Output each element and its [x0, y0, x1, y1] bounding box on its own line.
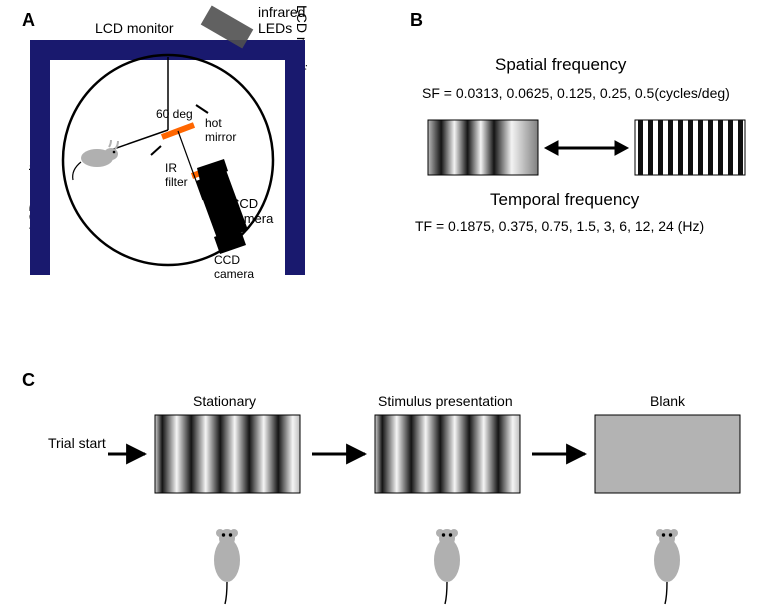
panel-b-gratings — [410, 108, 777, 208]
ccd-camera-label-main: CCD camera — [230, 196, 273, 226]
monitor-right-icon — [285, 40, 305, 275]
stage-stimulus-icon — [375, 415, 520, 493]
mouse-on-drum-icon — [73, 140, 118, 180]
panel-b-label: B — [410, 10, 423, 31]
hot-mirror-label: hot mirror — [205, 116, 236, 144]
angle-tick-1 — [196, 105, 208, 113]
ir-filter-label: IR filter — [165, 161, 188, 189]
stage-stationary-icon — [155, 415, 300, 493]
monitor-left-icon — [30, 40, 50, 275]
panel-a-diagram — [0, 0, 340, 300]
panel-c-diagram — [0, 400, 777, 614]
stage-blank-icon — [595, 415, 740, 493]
ccd-camera-label: CCD camera — [214, 253, 254, 281]
panel-c-label: C — [22, 370, 35, 391]
mouse-2-icon — [434, 529, 460, 604]
spatial-frequency-title: Spatial frequency — [495, 55, 626, 75]
sf-double-arrow-icon — [545, 141, 628, 155]
sf-values-line: SF = 0.0313, 0.0625, 0.125, 0.25, 0.5(cy… — [422, 85, 730, 101]
mouse-3-icon — [654, 529, 680, 604]
mouse-1-icon — [214, 529, 240, 604]
angle-tick-2 — [151, 146, 161, 155]
tf-values-line: TF = 0.1875, 0.375, 0.75, 1.5, 3, 6, 12,… — [415, 218, 704, 234]
high-sf-grating-icon — [635, 120, 745, 175]
low-sf-grating-icon — [428, 120, 538, 175]
angle-60deg-label: 60 deg — [156, 107, 193, 121]
